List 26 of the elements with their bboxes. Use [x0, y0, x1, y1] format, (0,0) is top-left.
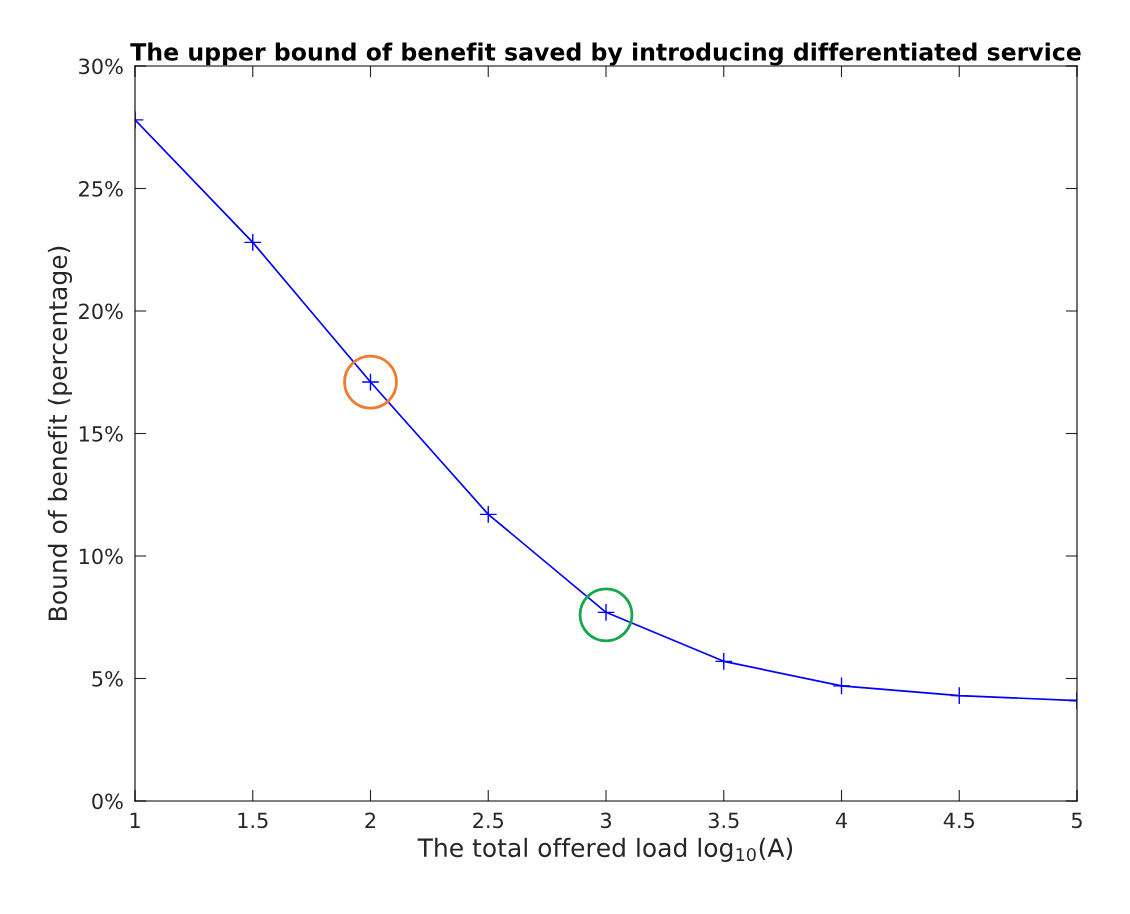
point [343, 354, 398, 410]
y-tick-label: 10% [79, 548, 123, 565]
chart-title: The upper bound of benefit saved by introducing differentiated service [130, 42, 1081, 66]
y-tick-label: 5% [92, 670, 123, 687]
y-tick-label: 25% [79, 180, 123, 197]
point [832, 676, 851, 695]
x-tick-label: 1 [130, 812, 140, 828]
y-tick-label: 0% [92, 793, 123, 810]
point [243, 233, 262, 252]
x-tick-label: 4.5 [943, 812, 974, 829]
x-tick-label: 3 [600, 812, 611, 829]
x-axis-title: The total offered load log$_{10}$(A) [417, 837, 793, 863]
y-tick-label: 20% [79, 303, 123, 320]
x-tick-label: 2.5 [473, 812, 503, 829]
point [479, 505, 498, 524]
x-tick-label: 2 [365, 812, 376, 828]
x-tick-label: 5 [1071, 812, 1082, 829]
x-tick-label: 3.5 [708, 812, 739, 829]
x-tick-label: 1.5 [238, 812, 268, 829]
point [714, 652, 733, 671]
y-tick-label: 30% [79, 58, 123, 75]
y-axis-title: Bound of benefit (percentage) [47, 246, 73, 620]
x-tick-label: 4 [835, 812, 847, 828]
point [950, 686, 969, 705]
y-tick-label: 15% [79, 425, 123, 442]
point [578, 587, 634, 643]
